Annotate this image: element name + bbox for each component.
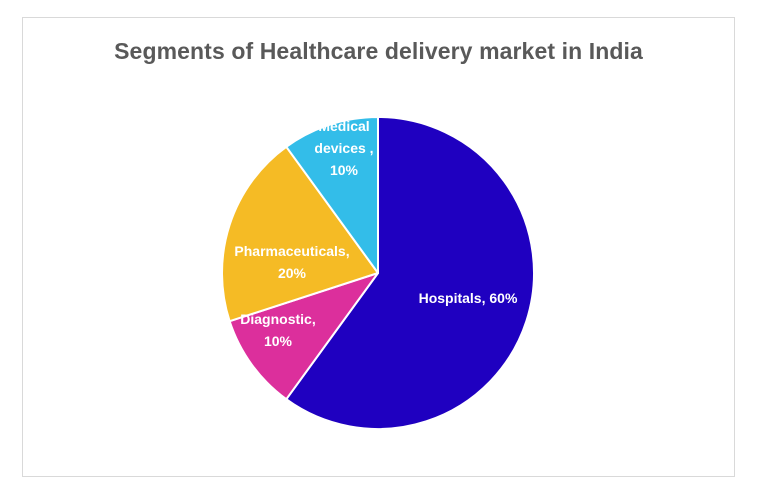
pie-slice-diagnostic [228, 272, 379, 401]
pie-slice-pharmaceuticals [221, 145, 379, 323]
data-label-pharmaceuticals: Pharmaceuticals, 20% [234, 243, 349, 281]
pie-slice-hospitals [285, 116, 535, 430]
pie-slice-medical-devices [285, 116, 379, 274]
data-label-hospitals: Hospitals, 60% [419, 290, 518, 306]
chart-title: Segments of Healthcare delivery market i… [114, 38, 643, 64]
data-label-diagnostic: Diagnostic, 10% [240, 311, 315, 349]
data-label-medical-devices: Medical devices , 10% [314, 118, 373, 178]
